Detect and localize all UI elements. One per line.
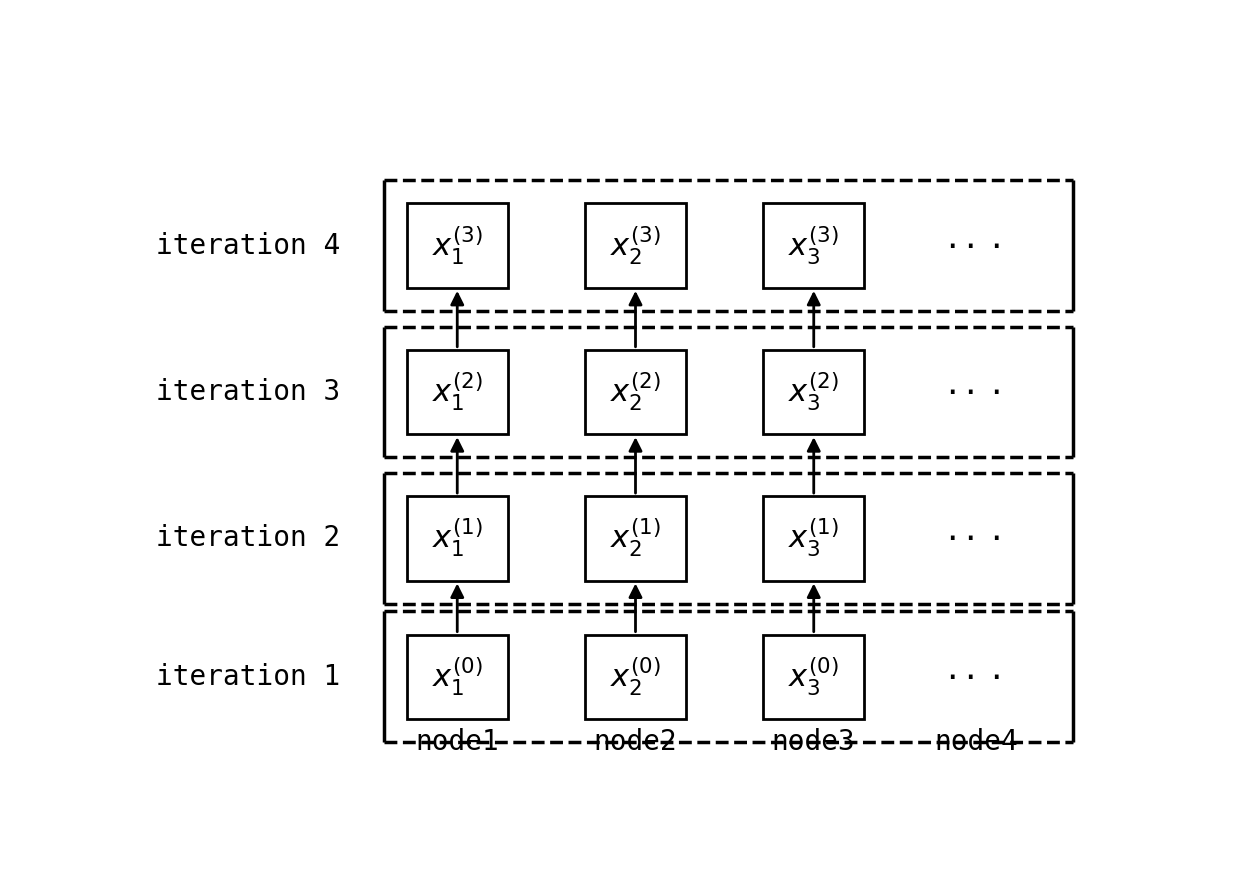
Text: $\cdot\cdot\cdot$: $\cdot\cdot\cdot$	[946, 660, 999, 694]
Text: $x_{3}^{(0)}$: $x_{3}^{(0)}$	[789, 656, 839, 698]
FancyBboxPatch shape	[585, 203, 686, 288]
Text: $x_{3}^{(3)}$: $x_{3}^{(3)}$	[789, 224, 839, 267]
FancyBboxPatch shape	[585, 349, 686, 435]
FancyBboxPatch shape	[407, 635, 507, 719]
FancyBboxPatch shape	[764, 496, 864, 581]
FancyBboxPatch shape	[764, 349, 864, 435]
Text: $x_{2}^{(3)}$: $x_{2}^{(3)}$	[610, 224, 661, 267]
FancyBboxPatch shape	[407, 349, 507, 435]
Text: iteration 1: iteration 1	[156, 663, 340, 691]
Text: $x_{1}^{(3)}$: $x_{1}^{(3)}$	[432, 224, 482, 267]
Text: iteration 3: iteration 3	[156, 378, 340, 406]
FancyBboxPatch shape	[764, 635, 864, 719]
Text: $x_{3}^{(2)}$: $x_{3}^{(2)}$	[789, 371, 839, 413]
Text: $\cdot\cdot\cdot$: $\cdot\cdot\cdot$	[946, 229, 999, 263]
FancyBboxPatch shape	[585, 496, 686, 581]
Text: node1: node1	[415, 728, 500, 756]
Text: iteration 4: iteration 4	[156, 231, 340, 259]
FancyBboxPatch shape	[585, 635, 686, 719]
Text: $\cdot\cdot\cdot$: $\cdot\cdot\cdot$	[946, 375, 999, 409]
Text: $\cdot\cdot\cdot$: $\cdot\cdot\cdot$	[946, 521, 999, 555]
Text: $x_{2}^{(0)}$: $x_{2}^{(0)}$	[610, 656, 661, 698]
Text: $x_{2}^{(2)}$: $x_{2}^{(2)}$	[610, 371, 661, 413]
Text: $x_{1}^{(0)}$: $x_{1}^{(0)}$	[432, 656, 482, 698]
Text: $x_{2}^{(1)}$: $x_{2}^{(1)}$	[610, 517, 661, 560]
Text: $x_{1}^{(1)}$: $x_{1}^{(1)}$	[432, 517, 482, 560]
Text: node4: node4	[935, 728, 1018, 756]
Text: $x_{3}^{(1)}$: $x_{3}^{(1)}$	[789, 517, 839, 560]
FancyBboxPatch shape	[407, 496, 507, 581]
FancyBboxPatch shape	[764, 203, 864, 288]
Text: node3: node3	[771, 728, 856, 756]
Text: iteration 2: iteration 2	[156, 525, 340, 553]
Text: node2: node2	[594, 728, 677, 756]
Text: $x_{1}^{(2)}$: $x_{1}^{(2)}$	[432, 371, 482, 413]
FancyBboxPatch shape	[407, 203, 507, 288]
